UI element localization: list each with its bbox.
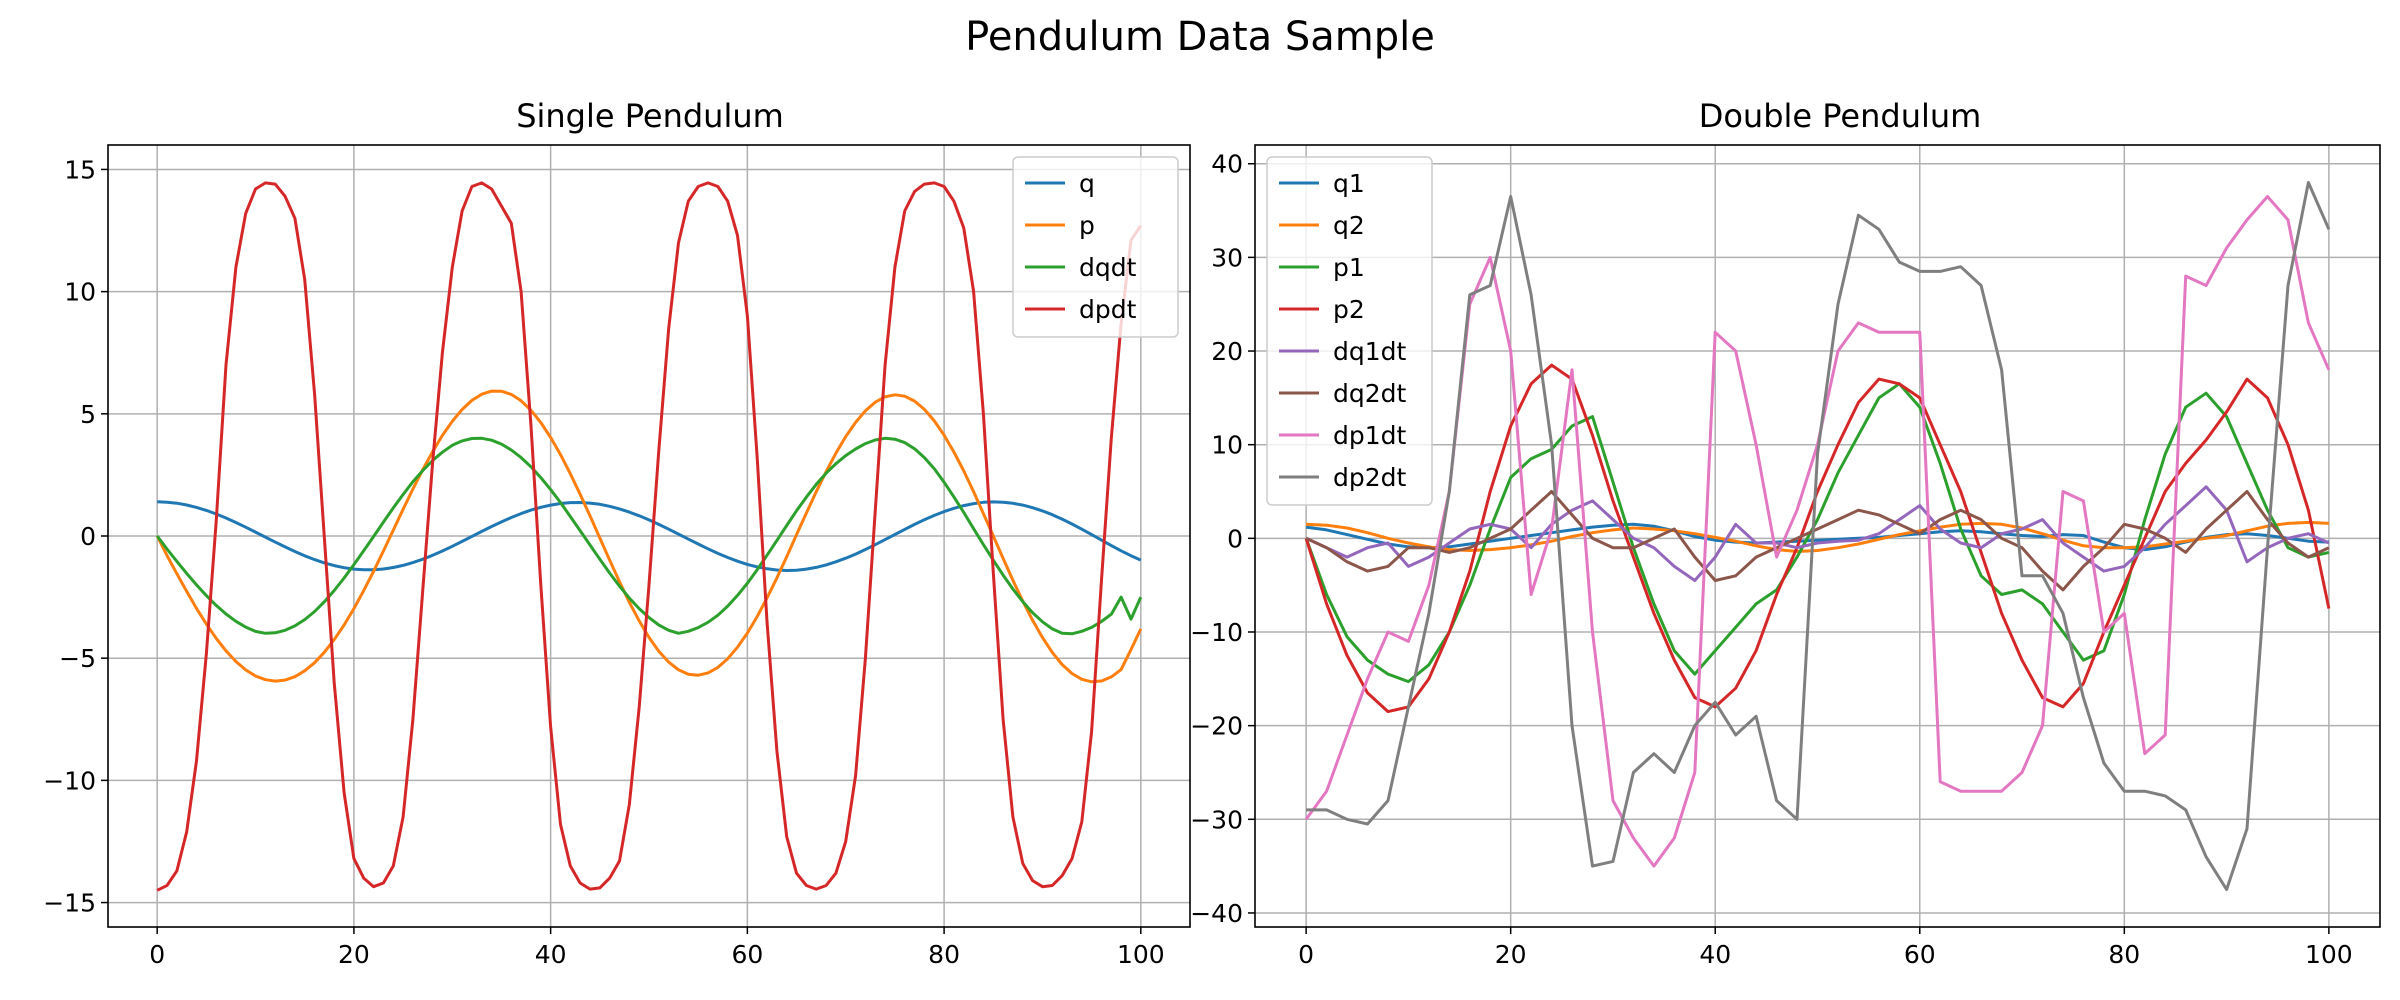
y-tick-label: 10 [1211, 431, 1243, 460]
series-line-dp1dt [1304, 195, 2331, 868]
y-tick-label: −30 [1190, 805, 1243, 834]
y-tick-label: 20 [1211, 337, 1243, 366]
y-tick-label: −20 [1190, 712, 1243, 741]
plot-frame [107, 144, 1191, 928]
x-tick-label: 100 [1117, 940, 1165, 969]
x-tick-label: 60 [731, 940, 763, 969]
series-line-dq2dt [1305, 490, 2330, 592]
legend-box [1266, 156, 1433, 506]
x-tick-label: 40 [535, 940, 567, 969]
legend-label: q2 [1333, 211, 1365, 240]
y-tick-label: 5 [80, 400, 96, 429]
x-tick-label: 60 [1904, 940, 1936, 969]
legend-label: dqdt [1079, 253, 1137, 282]
y-tick-label: 10 [64, 278, 96, 307]
legend-box [1012, 156, 1179, 338]
legend-label: dpdt [1079, 295, 1137, 324]
series-line-dpdt [156, 181, 1143, 892]
legend-label: p1 [1333, 253, 1365, 282]
y-tick-label: −10 [43, 766, 96, 795]
legend-label: dq1dt [1333, 337, 1407, 366]
legend-label: p2 [1333, 295, 1365, 324]
legend-label: q1 [1333, 169, 1365, 198]
x-tick-label: 0 [149, 940, 165, 969]
y-tick-label: −15 [43, 889, 96, 918]
series-line-p1 [1304, 382, 2330, 684]
y-tick-label: −10 [1190, 618, 1243, 647]
series-line-dqdt [156, 436, 1143, 636]
x-tick-label: 80 [2108, 940, 2140, 969]
y-tick-label: 30 [1211, 243, 1243, 272]
series-line-dq1dt [1305, 485, 2330, 582]
plot-frame [1254, 144, 2381, 928]
x-tick-label: 100 [2305, 940, 2353, 969]
series-line-dp2dt [1306, 181, 2331, 891]
single-pendulum-plot: Single Pendulum 0 20 40 60 80 100 −15 −10 −5 0 5 10… [43, 97, 1191, 969]
legend-label: p [1079, 211, 1095, 240]
x-tick-label: 20 [1495, 940, 1527, 969]
figure-title: Pendulum Data Sample [965, 14, 1435, 60]
y-tick-label: 0 [1227, 524, 1243, 553]
legend: q1 q2 p1 p2 dq1dt dq2dt dp1dt dp2dt [1266, 156, 1433, 506]
y-tick-label: −5 [59, 644, 96, 673]
legend-label: q [1079, 169, 1095, 198]
series-line-p [155, 389, 1143, 684]
y-tick-label: 40 [1211, 150, 1243, 179]
plot-title: Double Pendulum [1699, 97, 1982, 135]
double-pendulum-plot: Double Pendulum 0 20 40 60 80 100−40−30−20−10… [1190, 97, 2381, 969]
y-tick-label: 0 [80, 522, 96, 551]
legend-label: dp1dt [1333, 421, 1407, 450]
legend: qp dqdt dpdt [1012, 156, 1179, 338]
y-tick-label: 15 [64, 155, 96, 184]
x-tick-label: 40 [1699, 940, 1731, 969]
plot-title: Single Pendulum [516, 97, 784, 135]
y-tick-label: −40 [1190, 899, 1243, 928]
legend-label: dp2dt [1333, 463, 1407, 492]
x-tick-label: 0 [1298, 940, 1314, 969]
x-tick-label: 20 [338, 940, 370, 969]
series-line-q [157, 500, 1142, 572]
legend-label: dq2dt [1333, 379, 1407, 408]
x-tick-label: 80 [928, 940, 960, 969]
